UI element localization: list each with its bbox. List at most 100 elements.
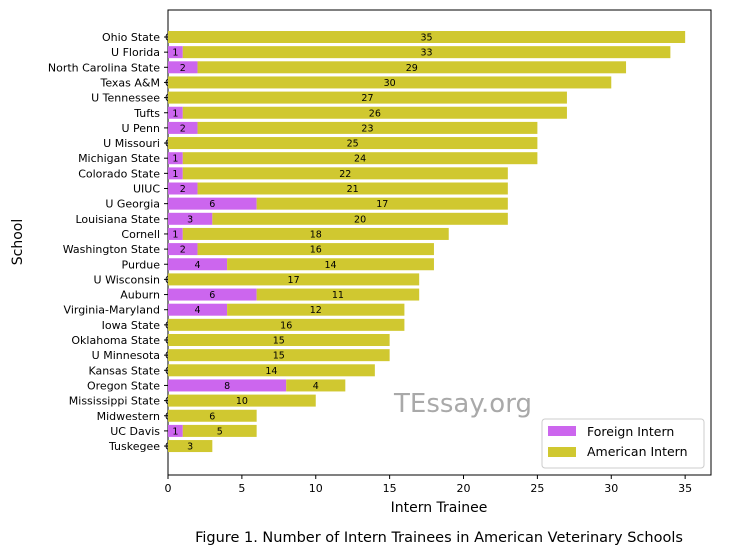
bars-group: 0351332290300271262230251241222216173201… <box>165 31 686 453</box>
data-label-foreign: 2 <box>180 123 186 134</box>
x-tick-label: 10 <box>309 482 323 495</box>
data-label-american: 14 <box>324 260 336 271</box>
bar-american-intern <box>182 167 508 180</box>
y-tick-label: U Missouri <box>103 137 160 150</box>
data-label-american: 5 <box>217 426 223 437</box>
legend: Foreign Intern American Intern <box>541 418 705 469</box>
x-axis-title: Intern Trainee <box>391 500 488 516</box>
y-tick-label: Kansas State <box>88 364 160 377</box>
bar-foreign-intern <box>168 106 183 119</box>
data-label-american: 4 <box>313 381 319 392</box>
bar-foreign-intern <box>168 303 228 316</box>
data-label-american: 25 <box>347 139 359 150</box>
bar-foreign-intern <box>168 152 183 165</box>
y-tick-label: Tuskegee <box>108 440 160 453</box>
legend-box <box>541 418 705 469</box>
y-tick-label: Louisiana State <box>75 213 160 226</box>
bar-american-intern <box>212 212 508 225</box>
bar-american-intern <box>182 227 449 240</box>
data-label-american: 29 <box>406 63 418 74</box>
x-ticks: 0 5 10 15 20 25 30 35 <box>165 475 692 495</box>
y-tick-label: Ohio State <box>102 31 160 44</box>
bar-foreign-intern <box>168 46 183 59</box>
y-tick-label: Tufts <box>133 107 160 120</box>
y-tick-label: Mississippi State <box>69 395 160 408</box>
bar-american-intern <box>168 91 567 104</box>
bar-foreign-intern <box>168 121 198 134</box>
legend-label-foreign: Foreign Intern <box>587 424 674 439</box>
y-tick-label: U Georgia <box>105 198 160 211</box>
data-label-american: 18 <box>310 229 322 240</box>
x-tick-label: 25 <box>530 482 544 495</box>
bar-american-intern <box>256 288 420 301</box>
y-tick-label: U Penn <box>122 122 161 135</box>
data-label-foreign: 1 <box>172 229 178 240</box>
bar-american-intern <box>227 258 434 271</box>
legend-swatch-american <box>548 447 576 457</box>
y-tick-label: UIUC <box>133 183 160 196</box>
data-label-american: 20 <box>354 214 366 225</box>
bar-american-intern <box>227 303 405 316</box>
y-tick-label: Texas A&M <box>100 76 161 89</box>
data-label-foreign: 1 <box>172 108 178 119</box>
legend-swatch-foreign <box>548 426 576 436</box>
bar-american-intern <box>197 121 538 134</box>
data-label-american: 10 <box>236 396 248 407</box>
x-tick-label: 5 <box>238 482 245 495</box>
y-tick-label: Purdue <box>122 258 161 271</box>
plot-frame <box>167 9 712 476</box>
data-label-foreign: 2 <box>180 63 186 74</box>
y-tick-label: Auburn <box>120 289 160 302</box>
bar-american-intern <box>197 243 434 256</box>
bar-american-intern <box>182 106 567 119</box>
data-label-american: 11 <box>332 290 344 301</box>
y-tick-label: U Minnesota <box>92 349 160 362</box>
bar-american-intern <box>168 31 686 43</box>
y-tick-label: Midwestern <box>97 410 160 423</box>
y-tick-label: Cornell <box>121 228 160 241</box>
bar-american-intern <box>256 197 508 210</box>
bar-american-intern <box>168 349 390 362</box>
x-tick-label: 0 <box>165 482 172 495</box>
bar-american-intern <box>182 424 257 437</box>
y-tick-label: North Carolina State <box>48 61 160 74</box>
bar-foreign-intern <box>168 167 183 180</box>
data-label-foreign: 1 <box>172 48 178 59</box>
bar-american-intern <box>168 273 420 286</box>
bar-american-intern <box>168 137 538 150</box>
y-tick-label: U Florida <box>111 46 160 59</box>
bar-foreign-intern <box>168 424 183 437</box>
bar-american-intern <box>168 334 390 346</box>
y-tick-label: Iowa State <box>102 319 161 332</box>
bar-american-intern <box>168 394 316 407</box>
bar-american-intern <box>197 61 627 74</box>
data-label-american: 16 <box>280 320 292 331</box>
y-tick-label: Virginia-Maryland <box>64 304 160 317</box>
data-label-foreign: 3 <box>187 214 193 225</box>
bar-foreign-intern <box>168 182 198 195</box>
bar-foreign-intern <box>168 197 257 210</box>
y-tick-label: UC Davis <box>110 425 160 438</box>
bar-american-intern <box>168 76 612 89</box>
data-label-american: 35 <box>421 33 433 44</box>
y-tick-label: U Tennessee <box>91 92 160 105</box>
data-label-foreign: 1 <box>172 169 178 180</box>
y-tick-label: Oregon State <box>87 379 160 392</box>
y-tick-label: Oklahoma State <box>71 334 160 347</box>
bar-foreign-intern <box>168 379 287 392</box>
bar-american-intern <box>182 152 538 165</box>
bar-foreign-intern <box>168 61 198 74</box>
data-label-american: 6 <box>209 411 215 422</box>
watermark: TEssay.org <box>393 389 532 419</box>
data-label-american: 24 <box>354 154 366 165</box>
data-label-foreign: 8 <box>224 381 230 392</box>
data-label-american: 23 <box>361 123 373 134</box>
data-label-american: 3 <box>187 442 193 453</box>
x-tick-label: 30 <box>604 482 618 495</box>
x-tick-label: 15 <box>383 482 397 495</box>
data-label-foreign: 4 <box>195 260 201 271</box>
bar-foreign-intern <box>168 288 257 301</box>
data-label-foreign: 2 <box>180 245 186 256</box>
bar-american-intern <box>168 409 257 422</box>
